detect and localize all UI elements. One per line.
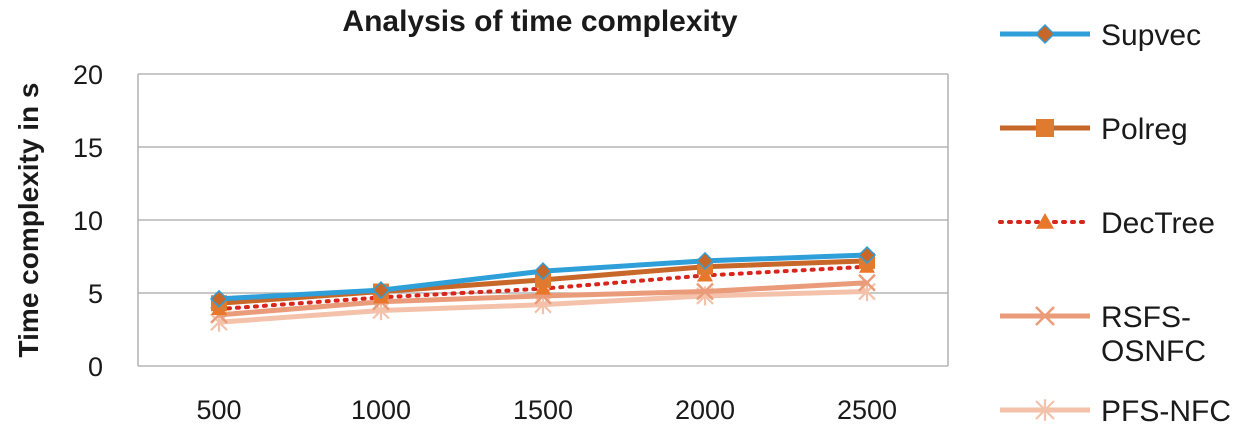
- series-supvec: [209, 245, 877, 308]
- legend-label: Polreg: [1101, 113, 1188, 146]
- series-layer: [209, 245, 877, 332]
- legend-item: RSFS-OSNFC: [1000, 301, 1206, 368]
- legend-item: DecTree: [998, 207, 1215, 240]
- y-tick-label: 10: [73, 206, 103, 236]
- y-axis-label: Time complexity in s: [13, 83, 44, 358]
- y-tick-label: 0: [88, 352, 103, 382]
- data-point: [858, 273, 876, 292]
- x-tick-label: 2000: [675, 395, 735, 425]
- legend-marker: [1036, 119, 1054, 137]
- legend-marker: [1036, 213, 1054, 229]
- series-pfs-nfc: [210, 281, 876, 332]
- legend: Supvec Polreg DecTree RSFS-OSNFC PFS-NFC: [998, 19, 1231, 428]
- legend-marker: [1034, 23, 1056, 45]
- y-tick-label: 5: [88, 279, 103, 309]
- data-point: [857, 245, 877, 265]
- x-tick-label: 1000: [351, 395, 411, 425]
- legend-label: Supvec: [1101, 19, 1201, 52]
- legend-marker: [1035, 399, 1055, 421]
- legend-label: DecTree: [1101, 207, 1215, 240]
- y-tick-label: 20: [73, 60, 103, 90]
- data-point: [371, 281, 391, 300]
- x-tick-label: 1500: [513, 395, 573, 425]
- legend-item: PFS-NFC: [1000, 395, 1231, 428]
- x-tick-labels: 500 1000 1500 2000 2500: [196, 395, 897, 425]
- x-tick-label: 2500: [837, 395, 897, 425]
- data-point: [696, 282, 714, 301]
- y-tick-labels: 0 5 10 15 20: [73, 60, 103, 382]
- x-tick-label: 500: [196, 395, 241, 425]
- data-point: [533, 262, 553, 281]
- legend-item: Supvec: [1000, 19, 1201, 52]
- data-point: [695, 251, 715, 270]
- legend-marker: [1035, 306, 1055, 326]
- legend-label: PFS-NFC: [1101, 395, 1231, 428]
- chart-title: Analysis of time complexity: [342, 5, 737, 38]
- legend-item: Polreg: [1000, 113, 1188, 146]
- y-tick-label: 15: [73, 133, 103, 163]
- data-point: [209, 289, 229, 308]
- grid-layer: [137, 73, 949, 367]
- legend-label: RSFS-OSNFC: [1101, 301, 1206, 368]
